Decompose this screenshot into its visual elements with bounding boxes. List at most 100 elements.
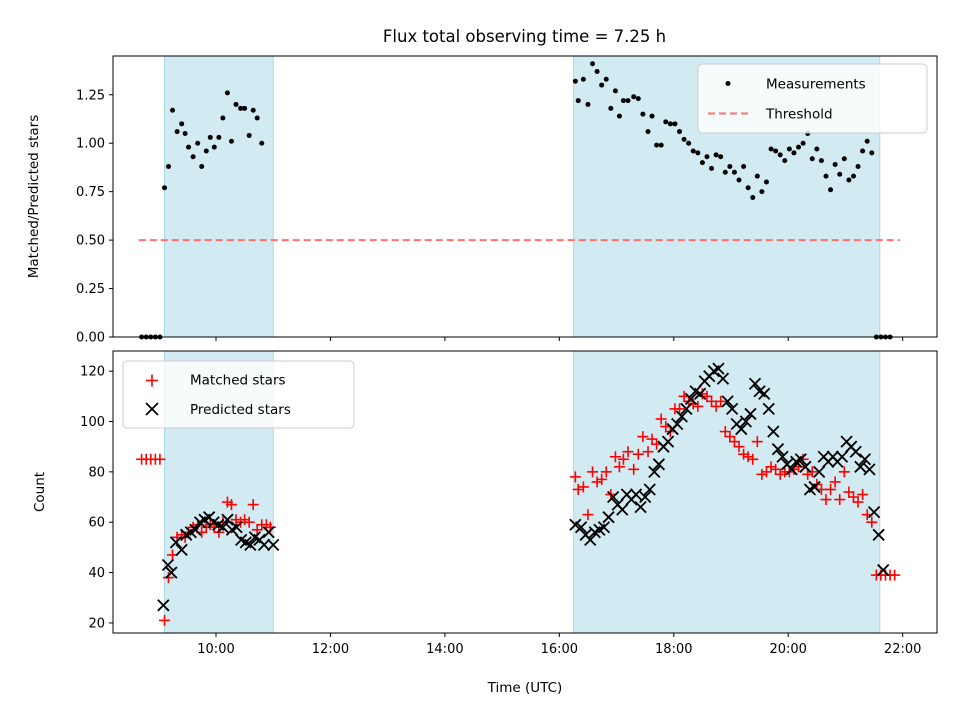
matched-star-point [159, 614, 170, 626]
measurement-point [768, 146, 774, 152]
matched-star-point [596, 473, 608, 485]
measurement-point [612, 88, 618, 94]
matched-star-point [806, 466, 818, 478]
predicted-star-point [762, 402, 775, 416]
measurement-point [773, 148, 779, 154]
y-tick-label: 0.50 [76, 234, 105, 249]
measurement-point [224, 90, 230, 96]
predicted-star-point [175, 543, 188, 557]
count-legend: Matched stars Predicted stars [122, 360, 355, 429]
y-tick-label: 80 [88, 465, 105, 480]
measurement-point [649, 113, 655, 119]
predicted-star-point [262, 526, 275, 539]
matched-star-point [843, 486, 855, 498]
measurement-point [635, 96, 641, 102]
measurement-point [162, 185, 167, 191]
observing-window-1 [164, 55, 274, 338]
measurement-point [640, 111, 646, 117]
matched-star-point [613, 461, 625, 473]
measurement-point [594, 69, 600, 75]
matched-star-point [852, 496, 864, 508]
matched-star-point [628, 463, 640, 475]
measurement-point [207, 134, 213, 140]
predicted-star-point [771, 443, 785, 456]
legend-threshold-label: Threshold [765, 107, 833, 123]
measurement-point [722, 169, 728, 175]
measurement-point [572, 78, 578, 84]
legend-measurements-label: Measurements [766, 77, 866, 93]
matched-star-point [163, 572, 175, 584]
count-legend-box [122, 360, 355, 429]
measurement-point [199, 163, 205, 169]
predicted-star-point [643, 483, 656, 496]
measurement-point [616, 113, 622, 119]
predicted-star-point [648, 465, 661, 478]
measurement-point [828, 187, 834, 193]
matched-star-point [847, 491, 859, 503]
matched-star-point [617, 453, 629, 465]
predicted-star-point [216, 521, 230, 534]
measurement-point [782, 158, 788, 164]
measurement-point [823, 173, 829, 179]
matched-star-point [834, 494, 846, 506]
x-tick-label: 10:00 [197, 642, 234, 657]
matched-star-point [765, 461, 777, 473]
y-tick-label: 20 [88, 616, 105, 631]
predicted-star-point [189, 523, 202, 536]
measurement-point [850, 173, 856, 179]
predicted-star-point [767, 425, 780, 438]
predicted-star-point [684, 392, 698, 405]
measurement-point [254, 115, 260, 121]
ratio-legend: Measurements Threshold [697, 63, 928, 134]
measurement-point [211, 144, 217, 150]
legend-matched-label: Matched stars [190, 373, 286, 389]
predicted-star-point [799, 460, 812, 473]
measurement-point [203, 148, 209, 154]
ratio-y-axis-label: Matched/Predicted stars [26, 115, 42, 278]
measurement-point [681, 136, 687, 142]
predicted-star-point [244, 538, 257, 552]
predicted-star-point [835, 450, 849, 463]
predicted-star-point [712, 362, 725, 375]
predicted-star-point [671, 417, 684, 431]
matched-star-point [600, 466, 612, 478]
measurement-point [182, 131, 188, 137]
x-tick-label: 20:00 [769, 642, 806, 657]
legend-measurement-marker [725, 81, 731, 86]
predicted-star-point [808, 480, 821, 494]
matched-star-point [728, 436, 740, 448]
legend-predicted-marker [145, 402, 159, 416]
predicted-star-point [877, 563, 890, 577]
matched-star-point [825, 483, 837, 495]
x-axis-label: Time (UTC) [487, 680, 563, 696]
measurement-point [777, 152, 783, 158]
y-tick-label: 0.00 [76, 331, 105, 346]
x-tick-label: 12:00 [312, 642, 349, 657]
measurement-point [620, 98, 626, 104]
predicted-star-point [726, 402, 739, 416]
matched-star-point [747, 453, 759, 465]
matched-star-point [756, 468, 768, 480]
measurement-point [727, 163, 733, 169]
predicted-star-point [776, 450, 789, 463]
x-tick-label: 18:00 [655, 642, 692, 657]
y-tick-label: 120 [80, 365, 105, 380]
matched-star-point [724, 431, 736, 443]
predicted-star-point [721, 395, 734, 408]
matched-star-point [770, 463, 782, 475]
count-y-axis-label: Count [32, 472, 48, 512]
measurement-point [864, 138, 870, 144]
measurement-point [625, 98, 631, 104]
matched-star-point [710, 400, 722, 412]
y-tick-label: 40 [88, 566, 105, 581]
matched-star-point [829, 476, 841, 488]
matched-star-point [692, 400, 704, 412]
predicted-star-point [597, 521, 611, 534]
count-panel-frame [112, 350, 938, 634]
matched-star-point [802, 468, 814, 480]
predicted-star-point [854, 460, 867, 473]
measurement-point [855, 163, 861, 169]
measurement-point [745, 185, 751, 191]
measurement-point [750, 194, 756, 200]
matched-star-point [642, 446, 654, 458]
